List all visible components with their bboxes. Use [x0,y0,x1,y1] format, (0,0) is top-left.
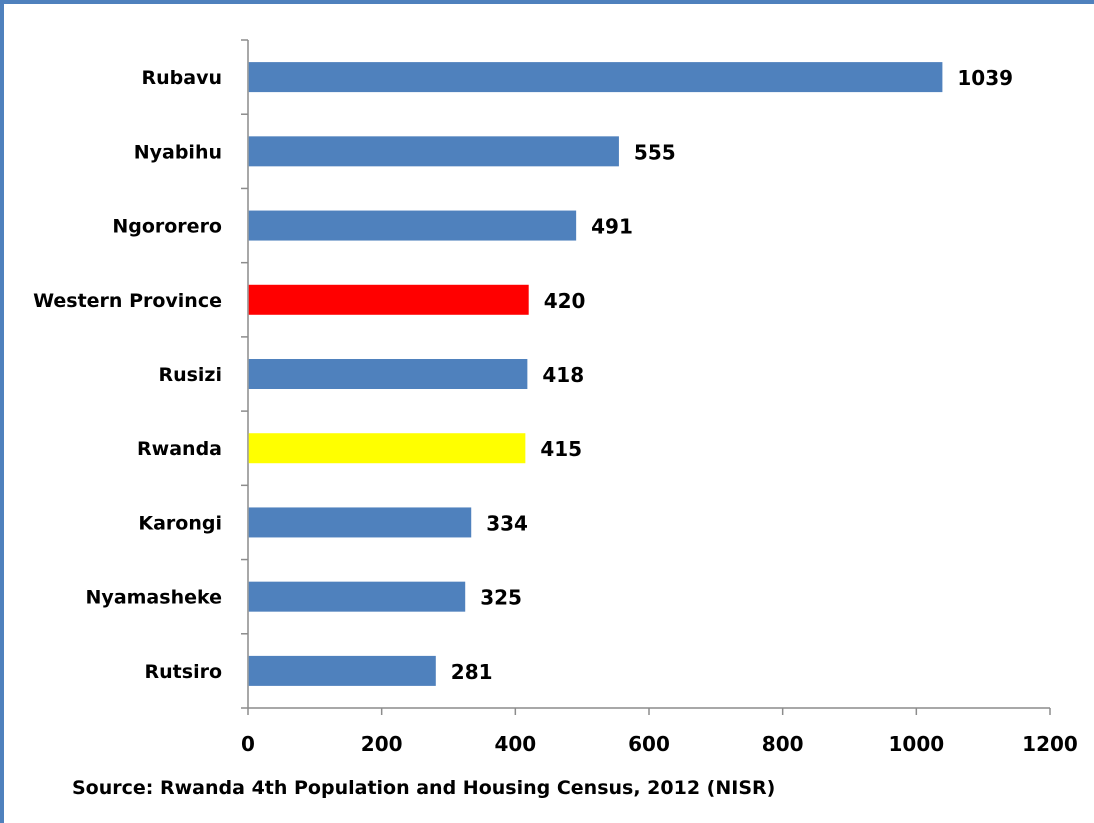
x-tick-label: 800 [762,732,804,756]
x-tick-label: 400 [494,732,536,756]
data-label: 1039 [957,66,1013,90]
x-tick-label: 600 [628,732,670,756]
category-label: Western Province [33,290,222,312]
category-label: Rwanda [137,438,222,460]
bar [248,581,466,612]
x-tick-label: 0 [241,732,255,756]
category-label: Karongi [138,512,222,534]
data-label: 420 [544,289,586,313]
data-label: 491 [591,215,633,239]
x-tick-label: 1000 [888,732,944,756]
x-tick-label: 1200 [1022,732,1078,756]
source-note: Source: Rwanda 4th Population and Housin… [72,777,776,799]
x-tick-label: 200 [361,732,403,756]
data-label: 334 [486,511,528,535]
data-label: 418 [542,363,584,387]
bar [248,655,436,686]
bar [248,359,528,389]
bar [248,433,526,464]
category-label: Rubavu [142,67,223,89]
data-label: 415 [540,437,582,461]
category-label: Rusizi [158,364,222,386]
category-label: Nyamasheke [86,587,222,609]
category-label: Rutsiro [145,661,222,683]
bar [248,284,529,315]
bar [248,507,472,538]
category-label: Nyabihu [134,141,222,163]
bar [248,210,577,241]
category-label: Ngororero [112,216,222,238]
bar [248,62,943,93]
data-label: 555 [634,140,676,164]
bar [248,136,619,167]
data-label: 325 [480,586,522,610]
data-label: 281 [451,660,493,684]
